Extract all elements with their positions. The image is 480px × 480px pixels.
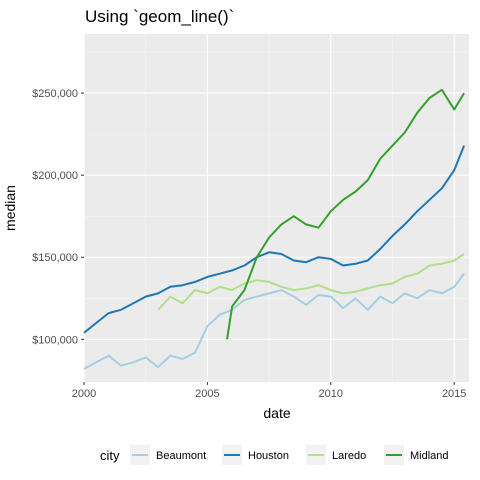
series-line-laredo [157, 253, 465, 311]
legend-label-midland: Midland [410, 450, 449, 462]
legend-label-laredo: Laredo [332, 450, 366, 462]
y-axis-title: median [2, 185, 18, 231]
x-tick-label: 2005 [195, 388, 219, 400]
x-axis-title: date [263, 405, 290, 421]
legend-label-beaumont: Beaumont [156, 450, 206, 462]
series-line-houston [83, 145, 466, 334]
x-tick-label: 2000 [72, 388, 96, 400]
x-tick-label: 2010 [319, 388, 343, 400]
legend: city Beaumont Houston Laredo Midland [100, 445, 449, 465]
y-tick-label: $250,000 [32, 88, 78, 100]
plot-panel [84, 34, 469, 382]
chart-title: Using `geom_line()` [85, 7, 234, 26]
y-axis: $100,000 $150,000 $200,000 $250,000 [32, 88, 84, 346]
x-tick-label: 2015 [442, 388, 466, 400]
grid-major [83, 34, 469, 382]
y-tick-label: $100,000 [32, 334, 78, 346]
grid-minor [84, 34, 469, 382]
y-tick-label: $200,000 [32, 170, 78, 182]
x-axis: 2000 2005 2010 2015 [72, 382, 466, 400]
legend-label-houston: Houston [248, 450, 289, 462]
series-line-midland [226, 88, 465, 340]
legend-title: city [100, 448, 120, 463]
series-line-beaumont [83, 273, 465, 370]
y-tick-label: $150,000 [32, 252, 78, 264]
series-layer [83, 88, 466, 370]
